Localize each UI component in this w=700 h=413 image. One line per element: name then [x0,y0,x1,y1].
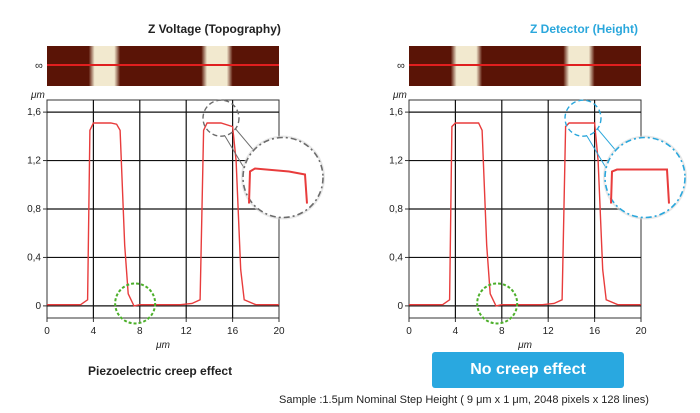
height-chart: ∞ 0 4 8 12 16 20 0 0,4 0,8 1,2 1,6 μm μm [389,46,687,351]
x-tick-label: 4 [453,326,459,337]
base-highlight-circle [476,282,519,325]
zoom-connector [224,135,246,170]
x-axis-label: μm [155,340,170,351]
x-tick-label: 20 [273,326,285,337]
base-highlight-circle [114,282,157,325]
zoom-circle [242,136,324,219]
x-tick-label: 8 [137,326,143,337]
y-tick-label: 0,4 [27,252,41,263]
x-tick-label: 20 [635,326,647,337]
strip-marker: ∞ [397,60,405,72]
sample-footnote: Sample :1.5μm Nominal Step Height ( 9 μm… [279,394,649,406]
x-tick-label: 4 [91,326,97,337]
x-axis-label: μm [517,340,532,351]
zoom-connector [596,127,616,150]
y-tick-label: 0,4 [389,252,403,263]
zoom-circle [604,136,686,219]
zoom-trace [248,167,308,204]
series-line [409,122,641,307]
peak-highlight-circle [564,99,602,137]
y-tick-label: 1,6 [27,107,41,118]
x-tick-label: 0 [44,326,50,337]
y-axis-label: μm [30,90,45,101]
y-tick-label: 1,2 [389,156,403,167]
y-axis-label: μm [392,90,407,101]
y-tick-label: 0,8 [27,204,41,215]
series-line [47,122,279,307]
creep-caption: Piezoelectric creep effect [88,364,233,378]
no-creep-badge: No creep effect [432,352,624,388]
peak-highlight-circle [202,99,240,137]
right-panel-title: Z Detector (Height) [530,22,638,36]
x-tick-label: 12 [181,326,193,337]
zoom-trace [610,168,670,204]
y-tick-label: 1,6 [389,107,403,118]
y-tick-label: 0,8 [389,204,403,215]
zoom-connector [234,127,254,150]
x-tick-label: 8 [499,326,505,337]
x-tick-label: 0 [406,326,412,337]
left-panel-title: Z Voltage (Topography) [148,22,281,36]
zoom-connector [586,135,608,170]
x-tick-label: 12 [543,326,555,337]
x-tick-label: 16 [589,326,601,337]
topography-chart: ∞ 0 4 8 12 16 20 0 0,4 0,8 1,2 1,6 μm μm [27,46,325,351]
x-tick-label: 16 [227,326,239,337]
y-tick-label: 0 [397,301,403,312]
strip-marker: ∞ [35,60,43,72]
y-tick-label: 0 [35,301,41,312]
y-tick-label: 1,2 [27,156,41,167]
